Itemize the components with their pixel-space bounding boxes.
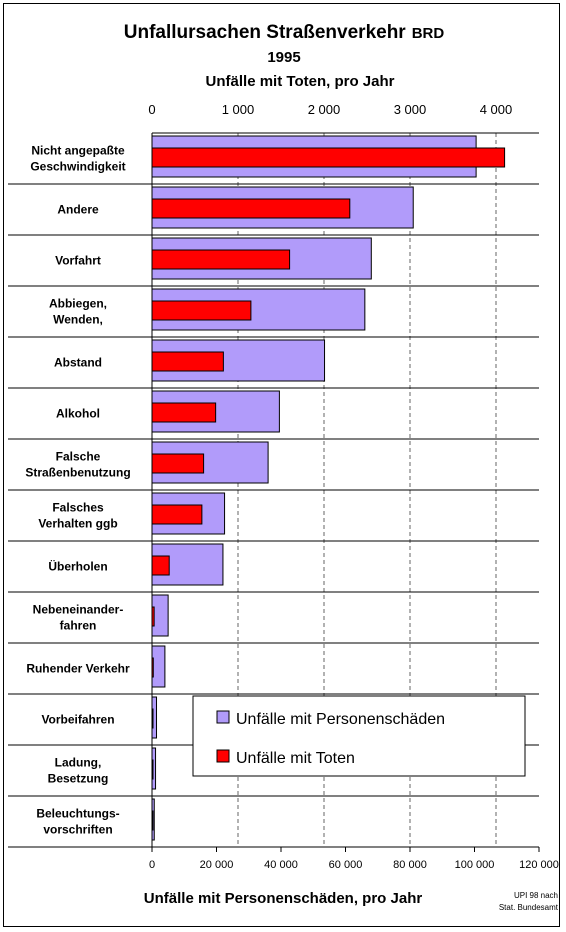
bottom-tick-label: 80 000 bbox=[393, 859, 427, 871]
legend-swatch-fatal bbox=[216, 749, 230, 763]
legend-box bbox=[192, 695, 526, 777]
top-tick-label: 3 000 bbox=[394, 102, 427, 117]
bars bbox=[151, 135, 506, 841]
bottom-tick-label: 40 000 bbox=[264, 859, 298, 871]
bottom-tick-label: 60 000 bbox=[329, 859, 363, 871]
category-label: Ruhender Verkehr bbox=[26, 662, 130, 676]
category-label: Alkohol bbox=[56, 407, 100, 421]
bottom-tick-label: 120 000 bbox=[519, 859, 559, 871]
legend: Unfälle mit Personenschäden Unfälle mit … bbox=[192, 695, 526, 777]
bar-fatal bbox=[151, 504, 203, 525]
bar-fatal bbox=[151, 453, 205, 474]
chart-title: Unfallursachen Straßenverkehr BRD bbox=[124, 22, 445, 43]
category-label: Andere bbox=[57, 203, 99, 217]
category-label: Vorfahrt bbox=[55, 254, 101, 268]
bar-fatal bbox=[151, 402, 217, 423]
legend-swatch-injury bbox=[216, 710, 230, 724]
category-label: Nicht angepaßte Geschwindigkeit bbox=[30, 144, 125, 174]
category-label: Falsche Straßenbenutzung bbox=[25, 450, 130, 480]
category-labels: Nicht angepaßte Geschwindigkeit Andere Vorf… bbox=[25, 144, 130, 837]
bottom-tick-label: 20 000 bbox=[200, 859, 234, 871]
category-label: Abbiegen, Wenden, bbox=[49, 297, 107, 327]
bar-fatal bbox=[151, 300, 252, 321]
row-separators bbox=[8, 132, 539, 848]
bottom-tick-label: 0 bbox=[149, 859, 155, 871]
bar-injury bbox=[151, 645, 166, 688]
category-label: Beleuchtungs-vorschriften bbox=[36, 807, 119, 837]
top-axis: 0 1 000 2 000 3 000 4 000 bbox=[148, 102, 512, 117]
chart-year: 1995 bbox=[267, 49, 300, 66]
bar-fatal bbox=[151, 147, 506, 168]
category-label: Abstand bbox=[54, 356, 102, 370]
bottom-tick-label: 100 000 bbox=[455, 859, 495, 871]
top-tick-label: 0 bbox=[148, 102, 155, 117]
category-label: Vorbeifahren bbox=[41, 713, 114, 727]
bar-fatal bbox=[151, 198, 351, 219]
category-label: Falsches Verhalten ggb bbox=[38, 501, 117, 531]
bar-fatal bbox=[151, 555, 170, 576]
top-tick-label: 2 000 bbox=[308, 102, 341, 117]
source-line-2: Stat. Bundesamt bbox=[499, 903, 559, 912]
bottom-axis-title: Unfälle mit Personenschäden, pro Jahr bbox=[144, 890, 423, 907]
category-label: Überholen bbox=[48, 559, 107, 574]
source-line-1: UPI 98 nach bbox=[514, 891, 558, 900]
legend-label-injury: Unfälle mit Personenschäden bbox=[236, 711, 445, 728]
category-label: Nebeneinander-fahren bbox=[33, 603, 124, 633]
top-tick-label: 4 000 bbox=[480, 102, 513, 117]
category-label: Ladung, Besetzung bbox=[48, 756, 109, 786]
bottom-axis: 0 20 000 40 000 60 000 80 000 100 000 120 000 bbox=[149, 847, 559, 871]
top-tick-label: 1 000 bbox=[222, 102, 255, 117]
top-axis-title: Unfälle mit Toten, pro Jahr bbox=[206, 73, 395, 90]
bar-fatal bbox=[151, 249, 291, 270]
bar-fatal bbox=[151, 351, 224, 372]
legend-label-fatal: Unfälle mit Toten bbox=[236, 750, 355, 767]
